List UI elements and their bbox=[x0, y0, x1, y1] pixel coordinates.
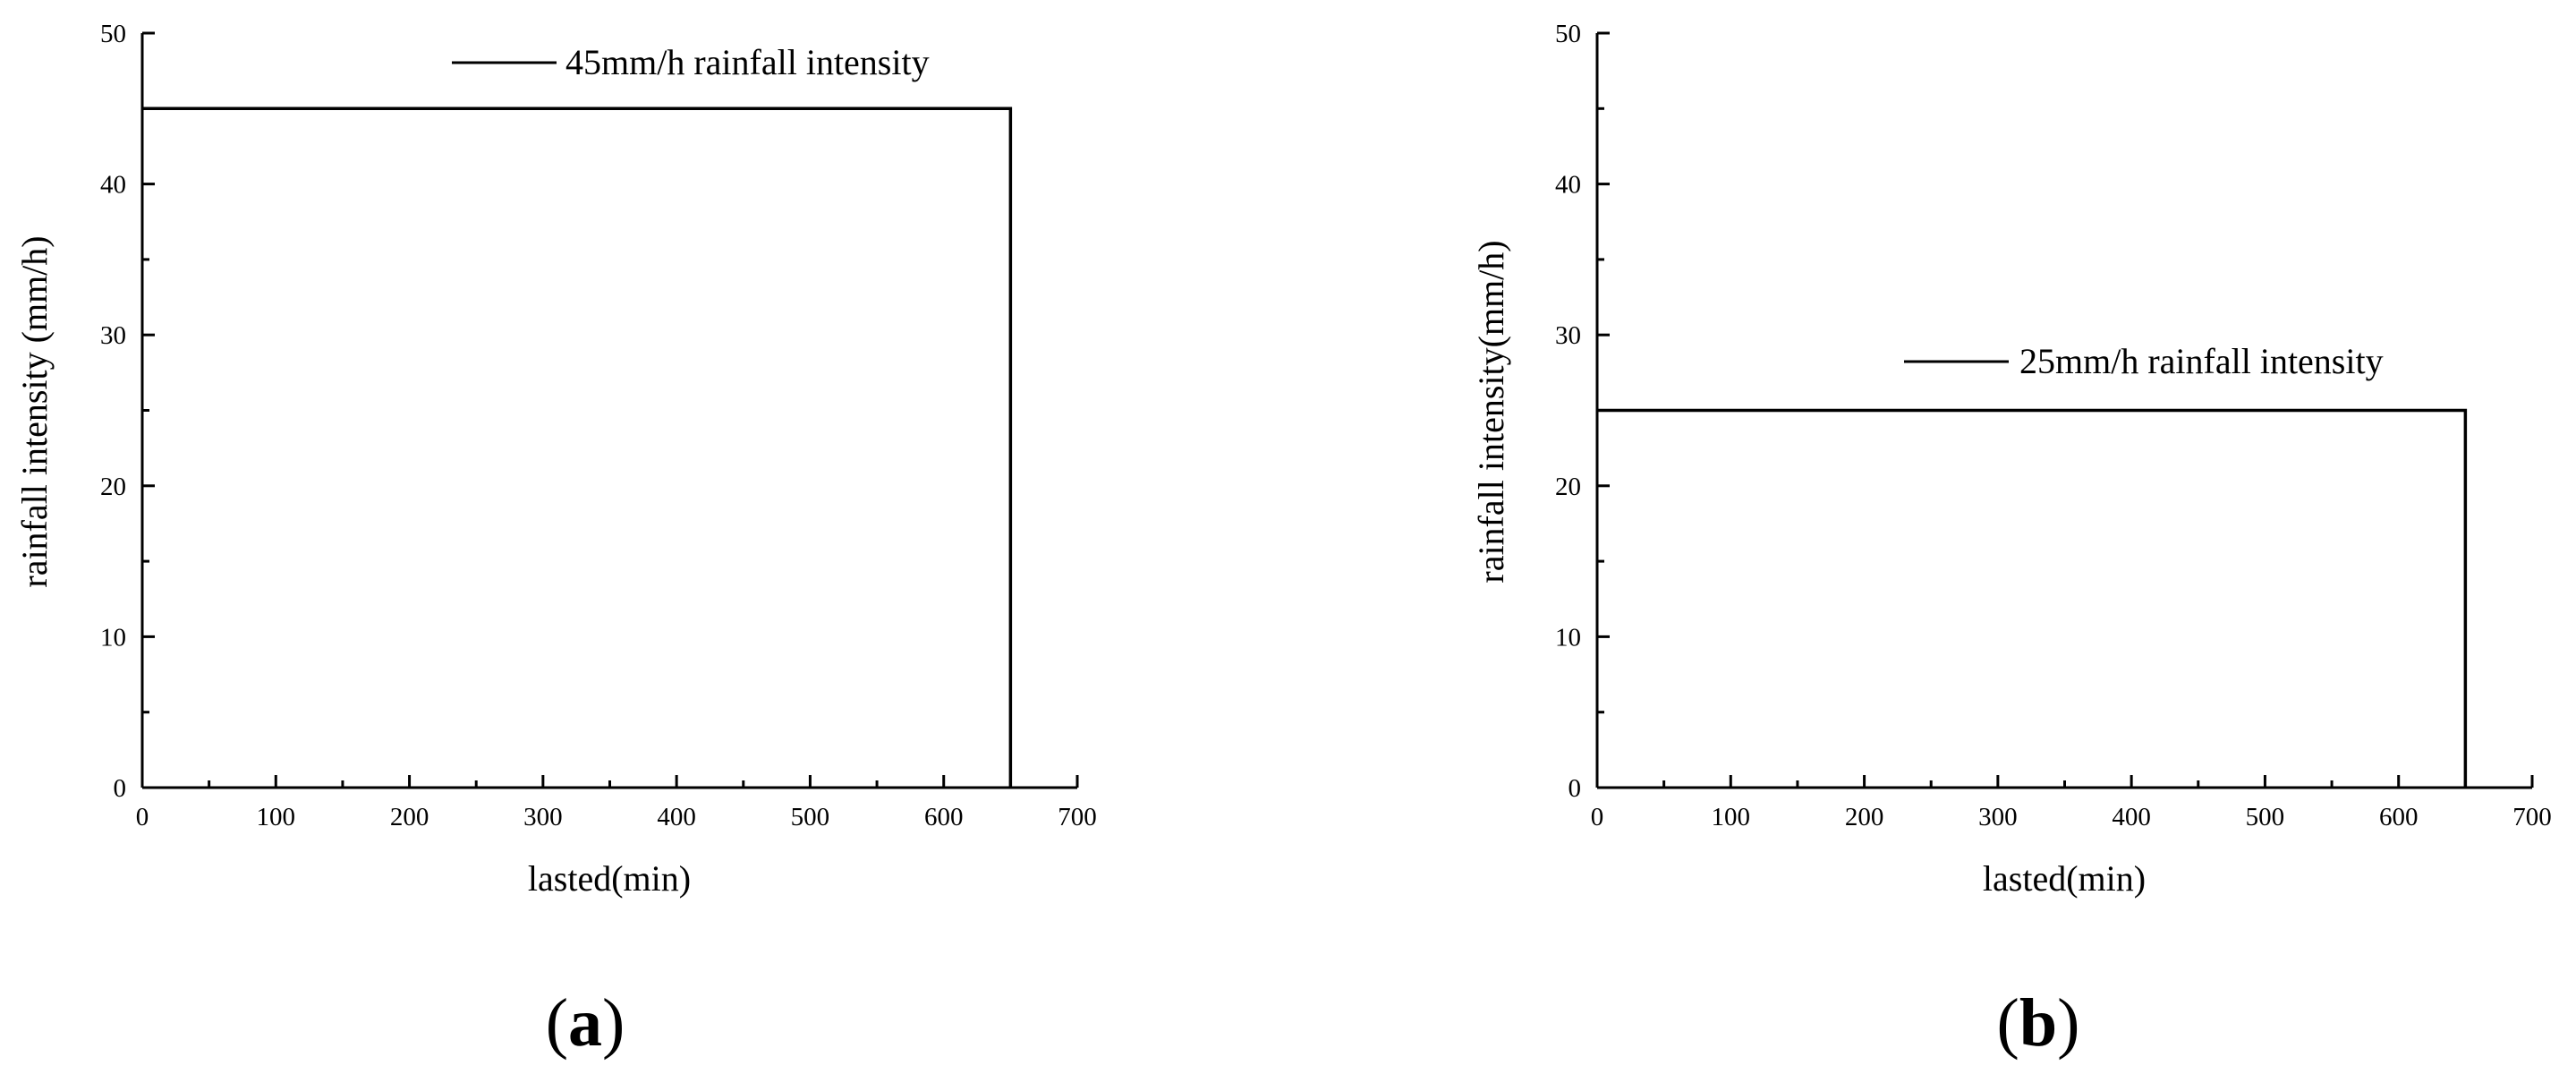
x-tick-label-b: 500 bbox=[2246, 803, 2285, 831]
chart-panel-b: 0 100 200 300 400 500 600 700 0 10 20 30 40 50 25mm/h… bbox=[1471, 20, 2552, 1061]
y-tick-label-a: 50 bbox=[100, 20, 126, 48]
panel-paren-open-a: ( bbox=[546, 985, 568, 1061]
x-tick-label-a: 100 bbox=[257, 803, 296, 831]
axes-a bbox=[140, 33, 1077, 789]
x-tick-label-b: 0 bbox=[1591, 803, 1604, 831]
x-tick-label-b: 100 bbox=[1712, 803, 1751, 831]
panel-label-a: (a) bbox=[546, 985, 625, 1061]
y-tick-label-b: 50 bbox=[1555, 20, 1581, 48]
series-line-b-0 bbox=[1597, 408, 2468, 788]
x-tick-label-a: 300 bbox=[523, 803, 563, 831]
y-tick-label-a: 40 bbox=[100, 171, 126, 200]
x-tick-label-b: 700 bbox=[2512, 803, 2552, 831]
x-tick-label-a: 0 bbox=[136, 803, 149, 831]
x-tick-label-b: 600 bbox=[2379, 803, 2419, 831]
chart-panel-a: 0 100 200 300 400 500 600 700 0 10 20 30 40 50 45mm/h… bbox=[14, 20, 1097, 1061]
panel-label-b: (b) bbox=[1997, 985, 2080, 1061]
x-tick-label-a: 200 bbox=[390, 803, 429, 831]
panel-letter-b: b bbox=[2019, 985, 2057, 1061]
legend-label-a: 45mm/h rainfall intensity bbox=[565, 42, 930, 82]
panel-letter-a: a bbox=[568, 985, 602, 1061]
ticks-a bbox=[140, 31, 1079, 789]
panel-paren-close-b: ) bbox=[2057, 985, 2079, 1061]
y-tick-label-b: 30 bbox=[1555, 321, 1581, 350]
y-tick-label-b: 40 bbox=[1555, 171, 1581, 200]
x-tick-label-b: 200 bbox=[1845, 803, 1884, 831]
y-axis-label-b: rainfall intensity(mm/h) bbox=[1471, 240, 1511, 583]
x-tick-label-a: 400 bbox=[657, 803, 696, 831]
y-tick-label-a: 20 bbox=[100, 473, 126, 501]
x-tick-label-b: 300 bbox=[1978, 803, 2018, 831]
y-tick-label-a: 10 bbox=[100, 623, 126, 652]
x-tick-label-a: 500 bbox=[791, 803, 830, 831]
legend-b: 25mm/h rainfall intensity bbox=[1904, 341, 2384, 381]
x-tick-label-a: 700 bbox=[1058, 803, 1097, 831]
legend-label-b: 25mm/h rainfall intensity bbox=[2019, 341, 2384, 381]
y-tick-label-b: 0 bbox=[1569, 774, 1582, 803]
panel-paren-open-b: ( bbox=[1997, 985, 2019, 1061]
y-axis-label-a: rainfall intensity (mm/h) bbox=[14, 235, 55, 587]
y-tick-label-b: 20 bbox=[1555, 473, 1581, 501]
y-tick-label-b: 10 bbox=[1555, 623, 1581, 652]
y-tick-label-a: 0 bbox=[114, 774, 127, 803]
x-tick-label-b: 400 bbox=[2112, 803, 2151, 831]
tick-labels-b: 0 100 200 300 400 500 600 700 0 10 20 30 40 50 bbox=[1555, 20, 2552, 831]
x-tick-label-a: 600 bbox=[924, 803, 964, 831]
legend-a: 45mm/h rainfall intensity bbox=[452, 42, 930, 82]
y-tick-label-a: 30 bbox=[100, 321, 126, 350]
tick-labels-a: 0 100 200 300 400 500 600 700 0 10 20 30 40 50 bbox=[100, 20, 1097, 831]
series-line-a-0 bbox=[142, 107, 1013, 788]
series-b bbox=[1597, 408, 2468, 788]
x-axis-label-a: lasted(min) bbox=[528, 858, 691, 899]
panel-paren-close-a: ) bbox=[602, 985, 625, 1061]
x-axis-label-b: lasted(min) bbox=[1983, 858, 2146, 899]
series-a bbox=[142, 107, 1013, 788]
